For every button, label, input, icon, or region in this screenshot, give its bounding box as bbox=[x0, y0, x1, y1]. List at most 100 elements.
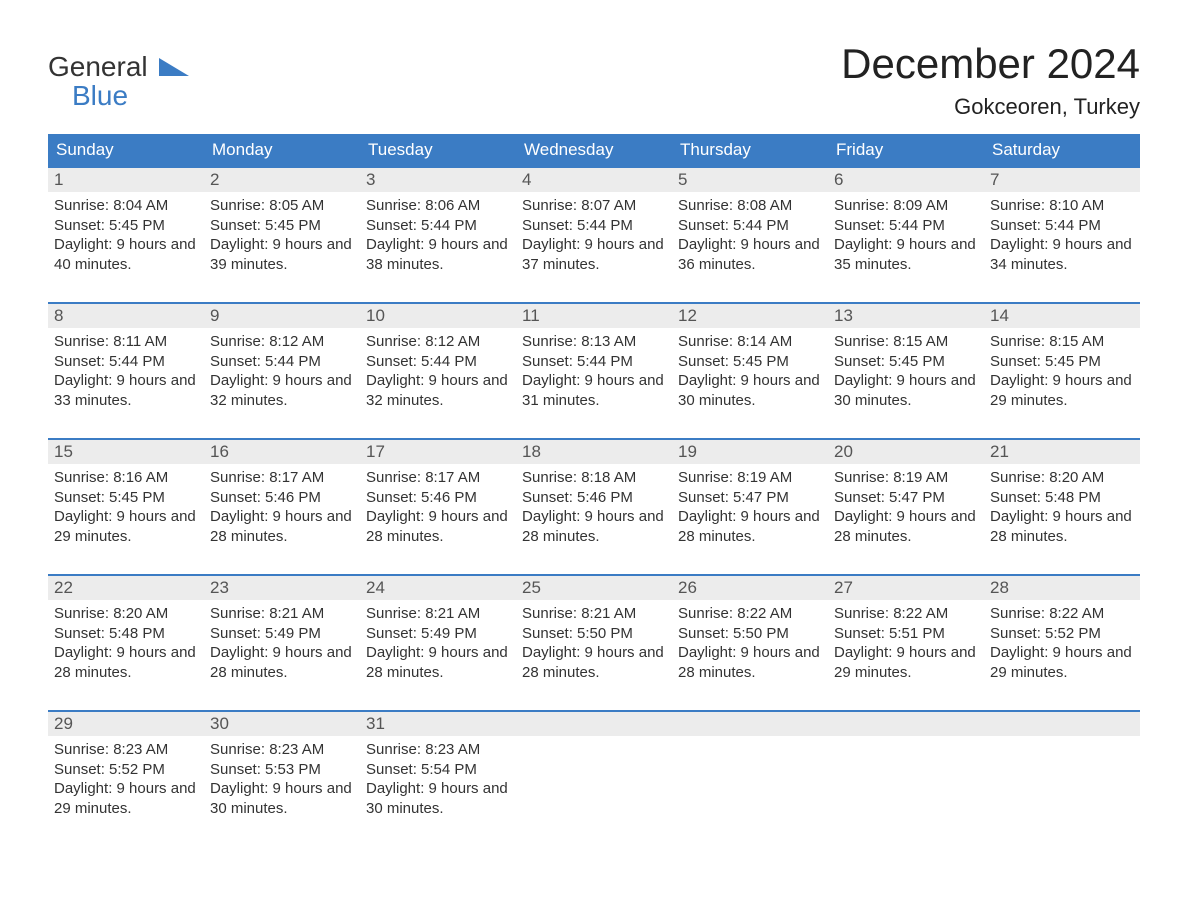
sunset-line: Sunset: 5:44 PM bbox=[834, 216, 978, 236]
day-cell: 29Sunrise: 8:23 AMSunset: 5:52 PMDayligh… bbox=[48, 712, 204, 832]
day-body: Sunrise: 8:12 AMSunset: 5:44 PMDaylight:… bbox=[204, 328, 360, 416]
sunrise-line: Sunrise: 8:21 AM bbox=[210, 604, 354, 624]
day-body: Sunrise: 8:12 AMSunset: 5:44 PMDaylight:… bbox=[360, 328, 516, 416]
day-body bbox=[984, 736, 1140, 746]
daylight-line: Daylight: 9 hours and 28 minutes. bbox=[678, 507, 822, 546]
sunrise-line: Sunrise: 8:15 AM bbox=[834, 332, 978, 352]
day-number: 16 bbox=[204, 440, 360, 464]
day-body: Sunrise: 8:11 AMSunset: 5:44 PMDaylight:… bbox=[48, 328, 204, 416]
day-body: Sunrise: 8:08 AMSunset: 5:44 PMDaylight:… bbox=[672, 192, 828, 280]
day-number: 22 bbox=[48, 576, 204, 600]
day-body: Sunrise: 8:22 AMSunset: 5:51 PMDaylight:… bbox=[828, 600, 984, 688]
daylight-line: Daylight: 9 hours and 28 minutes. bbox=[522, 507, 666, 546]
day-body: Sunrise: 8:21 AMSunset: 5:49 PMDaylight:… bbox=[360, 600, 516, 688]
day-number: 4 bbox=[516, 168, 672, 192]
sunrise-line: Sunrise: 8:23 AM bbox=[366, 740, 510, 760]
day-cell: 16Sunrise: 8:17 AMSunset: 5:46 PMDayligh… bbox=[204, 440, 360, 560]
daylight-line: Daylight: 9 hours and 28 minutes. bbox=[522, 643, 666, 682]
day-body: Sunrise: 8:07 AMSunset: 5:44 PMDaylight:… bbox=[516, 192, 672, 280]
daylight-line: Daylight: 9 hours and 30 minutes. bbox=[210, 779, 354, 818]
sunrise-line: Sunrise: 8:05 AM bbox=[210, 196, 354, 216]
sunset-line: Sunset: 5:50 PM bbox=[678, 624, 822, 644]
day-cell: 8Sunrise: 8:11 AMSunset: 5:44 PMDaylight… bbox=[48, 304, 204, 424]
day-body: Sunrise: 8:17 AMSunset: 5:46 PMDaylight:… bbox=[204, 464, 360, 552]
sunrise-line: Sunrise: 8:23 AM bbox=[210, 740, 354, 760]
location-subtitle: Gokceoren, Turkey bbox=[841, 94, 1140, 120]
day-number: 28 bbox=[984, 576, 1140, 600]
sunrise-line: Sunrise: 8:21 AM bbox=[366, 604, 510, 624]
day-number: 18 bbox=[516, 440, 672, 464]
weekday-header: Monday bbox=[204, 134, 360, 166]
day-cell bbox=[672, 712, 828, 832]
daylight-line: Daylight: 9 hours and 29 minutes. bbox=[990, 643, 1134, 682]
sunrise-line: Sunrise: 8:20 AM bbox=[990, 468, 1134, 488]
weekday-header: Wednesday bbox=[516, 134, 672, 166]
day-number: 24 bbox=[360, 576, 516, 600]
day-number: 30 bbox=[204, 712, 360, 736]
day-number: 13 bbox=[828, 304, 984, 328]
week-row: 1Sunrise: 8:04 AMSunset: 5:45 PMDaylight… bbox=[48, 166, 1140, 288]
sunrise-line: Sunrise: 8:12 AM bbox=[210, 332, 354, 352]
day-number: 23 bbox=[204, 576, 360, 600]
calendar: SundayMondayTuesdayWednesdayThursdayFrid… bbox=[48, 134, 1140, 832]
sunset-line: Sunset: 5:51 PM bbox=[834, 624, 978, 644]
day-cell: 12Sunrise: 8:14 AMSunset: 5:45 PMDayligh… bbox=[672, 304, 828, 424]
day-cell: 9Sunrise: 8:12 AMSunset: 5:44 PMDaylight… bbox=[204, 304, 360, 424]
sunrise-line: Sunrise: 8:07 AM bbox=[522, 196, 666, 216]
day-cell: 24Sunrise: 8:21 AMSunset: 5:49 PMDayligh… bbox=[360, 576, 516, 696]
daylight-line: Daylight: 9 hours and 29 minutes. bbox=[990, 371, 1134, 410]
day-number: 17 bbox=[360, 440, 516, 464]
sunrise-line: Sunrise: 8:19 AM bbox=[678, 468, 822, 488]
daylight-line: Daylight: 9 hours and 36 minutes. bbox=[678, 235, 822, 274]
day-cell: 18Sunrise: 8:18 AMSunset: 5:46 PMDayligh… bbox=[516, 440, 672, 560]
day-body: Sunrise: 8:21 AMSunset: 5:50 PMDaylight:… bbox=[516, 600, 672, 688]
week-row: 15Sunrise: 8:16 AMSunset: 5:45 PMDayligh… bbox=[48, 438, 1140, 560]
day-cell: 7Sunrise: 8:10 AMSunset: 5:44 PMDaylight… bbox=[984, 168, 1140, 288]
day-cell: 5Sunrise: 8:08 AMSunset: 5:44 PMDaylight… bbox=[672, 168, 828, 288]
sunrise-line: Sunrise: 8:10 AM bbox=[990, 196, 1134, 216]
day-number: 14 bbox=[984, 304, 1140, 328]
daylight-line: Daylight: 9 hours and 29 minutes. bbox=[54, 507, 198, 546]
sunrise-line: Sunrise: 8:16 AM bbox=[54, 468, 198, 488]
flag-icon bbox=[159, 58, 189, 76]
logo-text: General Blue bbox=[48, 52, 189, 111]
sunrise-line: Sunrise: 8:17 AM bbox=[210, 468, 354, 488]
sunset-line: Sunset: 5:53 PM bbox=[210, 760, 354, 780]
day-body: Sunrise: 8:15 AMSunset: 5:45 PMDaylight:… bbox=[828, 328, 984, 416]
sunset-line: Sunset: 5:44 PM bbox=[990, 216, 1134, 236]
sunset-line: Sunset: 5:47 PM bbox=[834, 488, 978, 508]
logo: General Blue bbox=[48, 40, 189, 111]
day-cell: 3Sunrise: 8:06 AMSunset: 5:44 PMDaylight… bbox=[360, 168, 516, 288]
daylight-line: Daylight: 9 hours and 32 minutes. bbox=[366, 371, 510, 410]
sunset-line: Sunset: 5:45 PM bbox=[210, 216, 354, 236]
day-cell: 11Sunrise: 8:13 AMSunset: 5:44 PMDayligh… bbox=[516, 304, 672, 424]
day-number: 31 bbox=[360, 712, 516, 736]
sunset-line: Sunset: 5:49 PM bbox=[210, 624, 354, 644]
sunrise-line: Sunrise: 8:19 AM bbox=[834, 468, 978, 488]
sunset-line: Sunset: 5:47 PM bbox=[678, 488, 822, 508]
sunset-line: Sunset: 5:45 PM bbox=[678, 352, 822, 372]
day-cell: 26Sunrise: 8:22 AMSunset: 5:50 PMDayligh… bbox=[672, 576, 828, 696]
day-number: 12 bbox=[672, 304, 828, 328]
week-row: 29Sunrise: 8:23 AMSunset: 5:52 PMDayligh… bbox=[48, 710, 1140, 832]
day-cell: 30 Sunrise: 8:23 AMSunset: 5:53 PMDayligh… bbox=[204, 712, 360, 832]
day-number: 5 bbox=[672, 168, 828, 192]
daylight-line: Daylight: 9 hours and 28 minutes. bbox=[990, 507, 1134, 546]
day-body: Sunrise: 8:06 AMSunset: 5:44 PMDaylight:… bbox=[360, 192, 516, 280]
day-cell: 19Sunrise: 8:19 AMSunset: 5:47 PMDayligh… bbox=[672, 440, 828, 560]
day-body bbox=[828, 736, 984, 746]
sunrise-line: Sunrise: 8:15 AM bbox=[990, 332, 1134, 352]
day-number: 3 bbox=[360, 168, 516, 192]
day-body: Sunrise: 8:09 AMSunset: 5:44 PMDaylight:… bbox=[828, 192, 984, 280]
day-number: 21 bbox=[984, 440, 1140, 464]
day-cell: 31Sunrise: 8:23 AMSunset: 5:54 PMDayligh… bbox=[360, 712, 516, 832]
day-body: Sunrise: 8:14 AMSunset: 5:45 PMDaylight:… bbox=[672, 328, 828, 416]
day-number: 11 bbox=[516, 304, 672, 328]
sunset-line: Sunset: 5:45 PM bbox=[54, 216, 198, 236]
day-cell: 17Sunrise: 8:17 AMSunset: 5:46 PMDayligh… bbox=[360, 440, 516, 560]
daylight-line: Daylight: 9 hours and 29 minutes. bbox=[834, 643, 978, 682]
day-body: Sunrise: 8:22 AMSunset: 5:50 PMDaylight:… bbox=[672, 600, 828, 688]
day-body: Sunrise: 8:23 AMSunset: 5:52 PMDaylight:… bbox=[48, 736, 204, 824]
daylight-line: Daylight: 9 hours and 28 minutes. bbox=[366, 643, 510, 682]
day-body: Sunrise: 8:17 AMSunset: 5:46 PMDaylight:… bbox=[360, 464, 516, 552]
